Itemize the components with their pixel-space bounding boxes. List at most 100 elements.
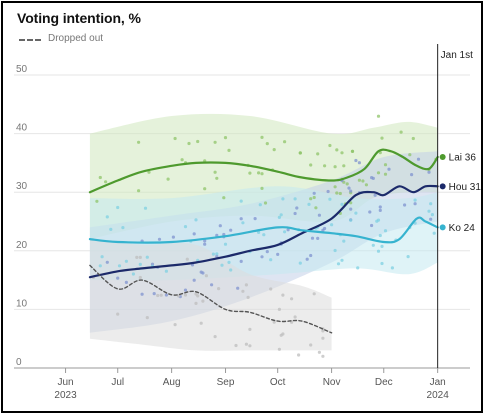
poll-dot bbox=[378, 205, 382, 209]
x-tick-label: Nov bbox=[323, 377, 341, 388]
jan-first-annotation: Jan 1st bbox=[437, 44, 473, 368]
poll-dot bbox=[272, 148, 276, 152]
poll-dot bbox=[187, 141, 191, 146]
poll-dot bbox=[180, 158, 184, 162]
poll-dot bbox=[121, 226, 125, 230]
poll-dot bbox=[157, 237, 162, 241]
poll-dot bbox=[116, 312, 120, 316]
poll-dot bbox=[427, 170, 431, 174]
chart-title: Voting intention, % bbox=[17, 10, 141, 26]
poll-dot bbox=[312, 292, 316, 296]
x-tick-label: Jun bbox=[57, 377, 73, 388]
poll-dot bbox=[145, 316, 149, 320]
poll-dot bbox=[283, 230, 287, 234]
poll-dot bbox=[354, 158, 358, 163]
poll-dot bbox=[183, 293, 188, 297]
poll-dot bbox=[215, 252, 219, 256]
poll-dot bbox=[201, 299, 205, 303]
poll-dot bbox=[269, 287, 273, 291]
poll-dot bbox=[104, 180, 108, 184]
poll-dot bbox=[100, 255, 104, 259]
poll-dot bbox=[192, 232, 196, 236]
poll-dot bbox=[309, 163, 313, 167]
poll-dot bbox=[316, 236, 320, 240]
jan-first-label: Jan 1st bbox=[441, 50, 473, 61]
poll-dot bbox=[371, 176, 375, 180]
poll-dot bbox=[310, 236, 315, 240]
x-tick-year-label: 2024 bbox=[427, 390, 450, 401]
poll-dot bbox=[260, 135, 264, 139]
poll-dot bbox=[312, 195, 316, 200]
x-tick-year-label: 2023 bbox=[54, 390, 77, 401]
poll-dot bbox=[335, 191, 339, 195]
line-hou bbox=[88, 184, 439, 279]
poll-dot bbox=[406, 255, 410, 259]
poll-dot bbox=[335, 148, 339, 152]
poll-dot bbox=[380, 244, 384, 248]
poll-dot bbox=[298, 151, 302, 155]
poll-dot bbox=[124, 280, 128, 284]
poll-dot bbox=[164, 293, 168, 297]
poll-dot bbox=[373, 193, 377, 197]
poll-dot bbox=[321, 336, 325, 340]
poll-dot bbox=[328, 197, 332, 201]
end-marker-lai bbox=[439, 154, 446, 161]
poll-dot bbox=[223, 242, 228, 246]
poll-dot bbox=[430, 213, 434, 217]
poll-dot bbox=[213, 335, 217, 339]
poll-dot bbox=[323, 164, 327, 168]
poll-dot bbox=[248, 327, 252, 331]
poll-dot bbox=[239, 217, 243, 221]
poll-dot bbox=[411, 136, 415, 141]
end-marker-hou bbox=[439, 183, 446, 190]
poll-dot bbox=[262, 233, 266, 237]
x-tick-label: Aug bbox=[163, 377, 181, 388]
poll-dot bbox=[277, 307, 281, 311]
poll-dot bbox=[145, 255, 149, 259]
poll-dot bbox=[354, 211, 358, 215]
poll-dot bbox=[279, 213, 283, 217]
poll-dot bbox=[244, 283, 248, 287]
poll-dot bbox=[309, 343, 313, 347]
poll-dot bbox=[297, 353, 301, 357]
poll-dot bbox=[138, 275, 142, 280]
poll-dot bbox=[166, 177, 170, 181]
poll-dot bbox=[357, 178, 361, 182]
poll-dot bbox=[199, 270, 203, 274]
poll-dot bbox=[138, 255, 142, 259]
poll-dot bbox=[281, 293, 285, 297]
end-label-lai: Lai 36 bbox=[449, 153, 477, 164]
poll-dot bbox=[203, 239, 207, 243]
poll-dot bbox=[349, 201, 353, 205]
poll-dot bbox=[293, 197, 297, 201]
poll-dot bbox=[138, 262, 142, 266]
poll-dot bbox=[173, 323, 177, 327]
poll-dot bbox=[239, 199, 243, 203]
poll-dot bbox=[211, 252, 215, 256]
poll-dot bbox=[328, 143, 332, 148]
poll-dot bbox=[314, 206, 318, 210]
poll-dot bbox=[213, 170, 217, 174]
poll-dot bbox=[376, 171, 381, 175]
poll-dot bbox=[269, 258, 273, 262]
poll-dot bbox=[276, 252, 280, 256]
poll-dot bbox=[342, 239, 346, 243]
end-label-hou: Hou 31 bbox=[449, 182, 482, 193]
poll-dot bbox=[147, 170, 151, 174]
poll-dot bbox=[98, 175, 102, 180]
poll-dot bbox=[408, 153, 412, 157]
poll-dot bbox=[248, 171, 252, 175]
poll-dot bbox=[340, 202, 344, 206]
poll-dot bbox=[248, 344, 252, 348]
poll-dot bbox=[383, 172, 388, 176]
poll-dot bbox=[116, 205, 120, 210]
poll-dot bbox=[305, 257, 309, 261]
poll-dot bbox=[330, 223, 334, 227]
poll-dot bbox=[345, 182, 349, 186]
poll-dot bbox=[307, 202, 311, 206]
poll-dot bbox=[321, 354, 325, 358]
poll-dot bbox=[246, 295, 250, 299]
poll-dot bbox=[410, 173, 414, 177]
poll-dot bbox=[109, 227, 113, 231]
poll-dot bbox=[183, 225, 188, 229]
